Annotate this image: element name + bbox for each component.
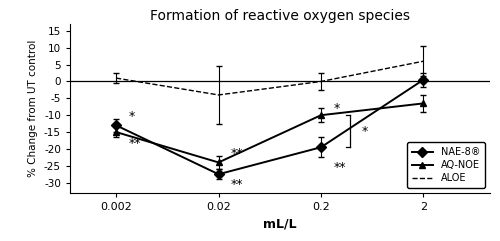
Text: **: ** xyxy=(231,178,243,191)
Text: **: ** xyxy=(334,161,346,174)
Text: *: * xyxy=(334,102,340,115)
Legend: NAE-8®, AQ-NOE, ALOE: NAE-8®, AQ-NOE, ALOE xyxy=(407,142,485,188)
Text: *: * xyxy=(362,125,368,138)
Y-axis label: % Change from UT control: % Change from UT control xyxy=(28,40,38,177)
Text: *: * xyxy=(128,110,134,123)
Text: **: ** xyxy=(231,147,243,161)
X-axis label: mL/L: mL/L xyxy=(263,217,297,230)
Text: **: ** xyxy=(128,137,141,150)
Title: Formation of reactive oxygen species: Formation of reactive oxygen species xyxy=(150,9,410,23)
